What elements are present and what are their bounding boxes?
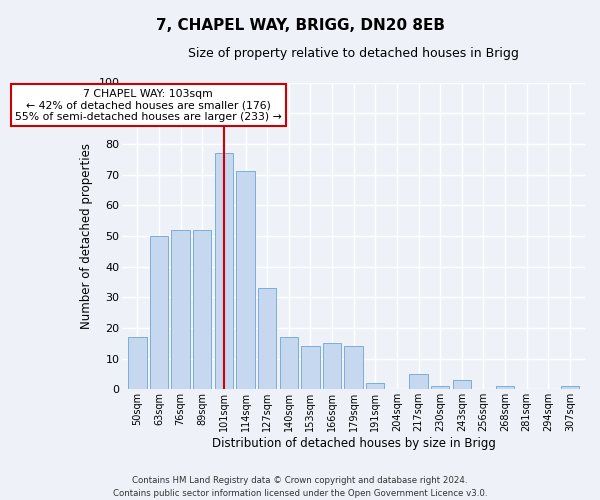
Bar [560, 386, 579, 390]
Bar [236, 172, 255, 390]
Bar [128, 337, 146, 390]
Bar [215, 153, 233, 390]
Text: 7, CHAPEL WAY, BRIGG, DN20 8EB: 7, CHAPEL WAY, BRIGG, DN20 8EB [155, 18, 445, 32]
Bar [280, 337, 298, 390]
Bar [258, 288, 277, 390]
Bar [323, 344, 341, 390]
Bar [344, 346, 363, 390]
Bar [496, 386, 514, 390]
Text: Contains HM Land Registry data © Crown copyright and database right 2024.
Contai: Contains HM Land Registry data © Crown c… [113, 476, 487, 498]
Bar [301, 346, 320, 390]
Bar [150, 236, 168, 390]
Bar [452, 380, 471, 390]
Bar [431, 386, 449, 390]
Y-axis label: Number of detached properties: Number of detached properties [80, 143, 93, 329]
Title: Size of property relative to detached houses in Brigg: Size of property relative to detached ho… [188, 48, 519, 60]
Bar [366, 383, 385, 390]
Bar [409, 374, 428, 390]
Text: 7 CHAPEL WAY: 103sqm
← 42% of detached houses are smaller (176)
55% of semi-deta: 7 CHAPEL WAY: 103sqm ← 42% of detached h… [15, 88, 281, 122]
Bar [193, 230, 211, 390]
Bar [172, 230, 190, 390]
X-axis label: Distribution of detached houses by size in Brigg: Distribution of detached houses by size … [212, 437, 496, 450]
